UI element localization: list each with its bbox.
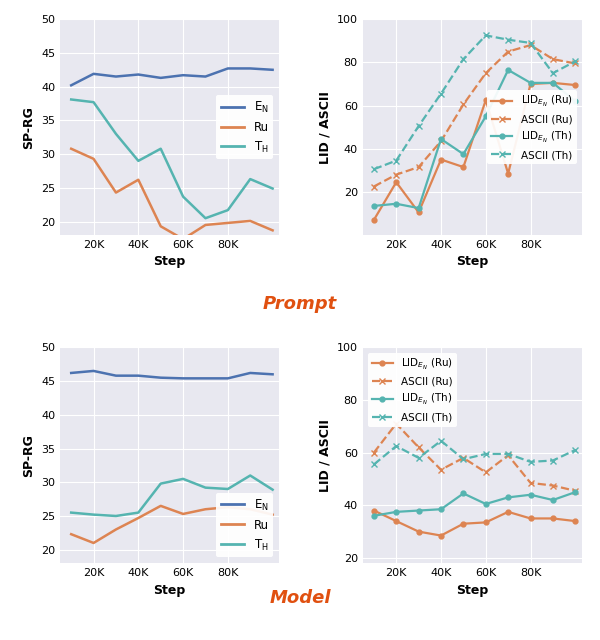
Y-axis label: LID / ASCII: LID / ASCII <box>318 419 331 492</box>
Legend: LID$_{\mathit{E_N}}$ (Ru), ASCII (Ru), LID$_{\mathit{E_N}}$ (Th), ASCII (Th): LID$_{\mathit{E_N}}$ (Ru), ASCII (Ru), L… <box>487 90 577 164</box>
Text: Model: Model <box>269 589 331 607</box>
Legend: LID$_{\mathit{E_N}}$ (Ru), ASCII (Ru), LID$_{\mathit{E_N}}$ (Th), ASCII (Th): LID$_{\mathit{E_N}}$ (Ru), ASCII (Ru), L… <box>368 353 457 427</box>
Legend: E$_\mathregular{N}$, Ru, T$_\mathregular{H}$: E$_\mathregular{N}$, Ru, T$_\mathregular… <box>216 95 274 159</box>
Y-axis label: LID / ASCII: LID / ASCII <box>318 91 331 164</box>
X-axis label: Step: Step <box>154 584 186 596</box>
X-axis label: Step: Step <box>154 255 186 269</box>
X-axis label: Step: Step <box>456 584 488 596</box>
Y-axis label: SP-RG: SP-RG <box>22 106 35 148</box>
X-axis label: Step: Step <box>456 255 488 269</box>
Text: Prompt: Prompt <box>263 295 337 313</box>
Legend: E$_\mathregular{N}$, Ru, T$_\mathregular{H}$: E$_\mathregular{N}$, Ru, T$_\mathregular… <box>216 493 274 557</box>
Y-axis label: SP-RG: SP-RG <box>22 434 35 477</box>
